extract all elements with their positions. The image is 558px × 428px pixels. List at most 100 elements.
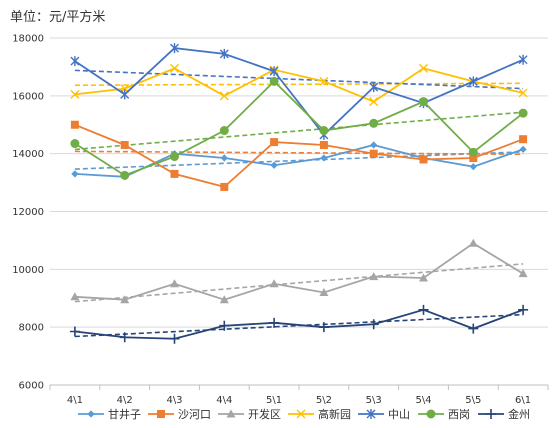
data-point: [270, 138, 279, 147]
data-point: [468, 76, 478, 87]
legend-item: 开发区: [218, 407, 281, 421]
trendlines: [74, 69, 524, 338]
x-tick-label: 4\2: [117, 395, 133, 406]
y-tick-label: 12000: [12, 207, 44, 218]
data-point: [119, 332, 130, 343]
data-point: [369, 272, 379, 281]
data-point: [170, 152, 179, 162]
legend-item: 中山: [358, 408, 410, 421]
legend-item: 沙河口: [148, 408, 211, 421]
data-point: [170, 169, 179, 178]
legend-item: 高新园: [288, 407, 351, 421]
data-point: [170, 63, 179, 73]
x-tick-label: 5\3: [366, 395, 382, 406]
data-point: [219, 295, 229, 304]
legend-item: 金州: [478, 407, 530, 421]
data-point: [518, 269, 528, 278]
series-7: [69, 304, 529, 344]
data-point: [370, 141, 378, 149]
data-point: [219, 126, 229, 136]
data-point: [270, 161, 278, 169]
y-tick-label: 18000: [12, 34, 44, 45]
series-line: [74, 242, 524, 301]
series-3: [70, 238, 528, 304]
data-point: [70, 56, 80, 67]
data-point: [419, 63, 428, 73]
data-point: [70, 292, 80, 301]
data-point: [319, 76, 329, 86]
legend-label: 开发区: [248, 407, 281, 421]
series-1: [71, 141, 527, 181]
data-point: [319, 126, 329, 136]
data-point: [219, 320, 230, 331]
data-point: [70, 139, 80, 149]
data-point: [169, 333, 180, 344]
data-point: [69, 326, 80, 337]
data-point: [120, 295, 130, 304]
data-point: [219, 91, 229, 101]
data-point: [219, 48, 229, 59]
data-point: [369, 97, 379, 107]
series-line: [74, 308, 524, 340]
data-point: [369, 149, 378, 158]
data-point: [318, 322, 329, 333]
legend-item: 甘井子: [78, 407, 141, 421]
data-point: [319, 287, 329, 296]
legend-label: 西岗: [448, 408, 470, 421]
series-line: [74, 67, 524, 103]
legend-marker: [366, 409, 376, 419]
data-point: [71, 170, 79, 178]
legend-label: 沙河口: [178, 408, 211, 421]
legend-item: 西岗: [418, 408, 470, 421]
series-line: [74, 123, 524, 188]
series-lines: [69, 43, 529, 344]
data-point: [319, 140, 328, 149]
trendline: [74, 263, 524, 303]
data-point: [518, 108, 528, 118]
x-tick-label: 5\4: [415, 395, 431, 406]
series-2: [70, 120, 528, 191]
data-point: [170, 279, 179, 288]
data-point: [518, 304, 529, 315]
data-point: [519, 135, 528, 144]
x-tick-label: 5\1: [266, 395, 282, 406]
data-point: [419, 97, 428, 107]
data-point: [469, 154, 478, 163]
y-tick-label: 8000: [19, 323, 44, 334]
legend-label: 甘井子: [108, 407, 141, 421]
data-point: [269, 76, 279, 86]
series-4: [70, 63, 528, 107]
series-line: [74, 80, 524, 177]
data-point: [369, 118, 379, 128]
x-tick-label: 5\5: [465, 395, 481, 406]
legend-marker: [226, 409, 236, 418]
data-point: [469, 163, 477, 171]
y-tick-label: 10000: [12, 265, 44, 276]
legend-label: 高新园: [318, 407, 351, 421]
data-point: [220, 182, 229, 191]
unit-label: 单位：元/平方米: [10, 10, 106, 25]
data-point: [120, 89, 130, 100]
series-6: [70, 76, 528, 180]
legend-marker: [87, 410, 95, 418]
x-tick-label: 4\3: [166, 395, 182, 406]
x-tick-label: 4\1: [67, 395, 83, 406]
data-point: [70, 120, 79, 129]
data-point: [269, 66, 279, 77]
data-point: [518, 88, 528, 98]
data-point: [368, 319, 379, 330]
data-point: [468, 238, 478, 247]
data-point: [468, 147, 478, 157]
data-point: [269, 279, 279, 288]
data-point: [519, 145, 527, 153]
series-line: [74, 47, 524, 137]
data-point: [320, 154, 328, 162]
y-tick-label: 16000: [12, 91, 44, 102]
legend-marker: [426, 409, 436, 419]
data-point: [468, 323, 479, 334]
data-point: [220, 154, 228, 162]
legend-marker: [157, 410, 165, 418]
axes: 6000 8000 10000 12000 14000 16000 18000 4\1 4\2 4…: [12, 34, 549, 406]
trendline: [74, 150, 524, 156]
